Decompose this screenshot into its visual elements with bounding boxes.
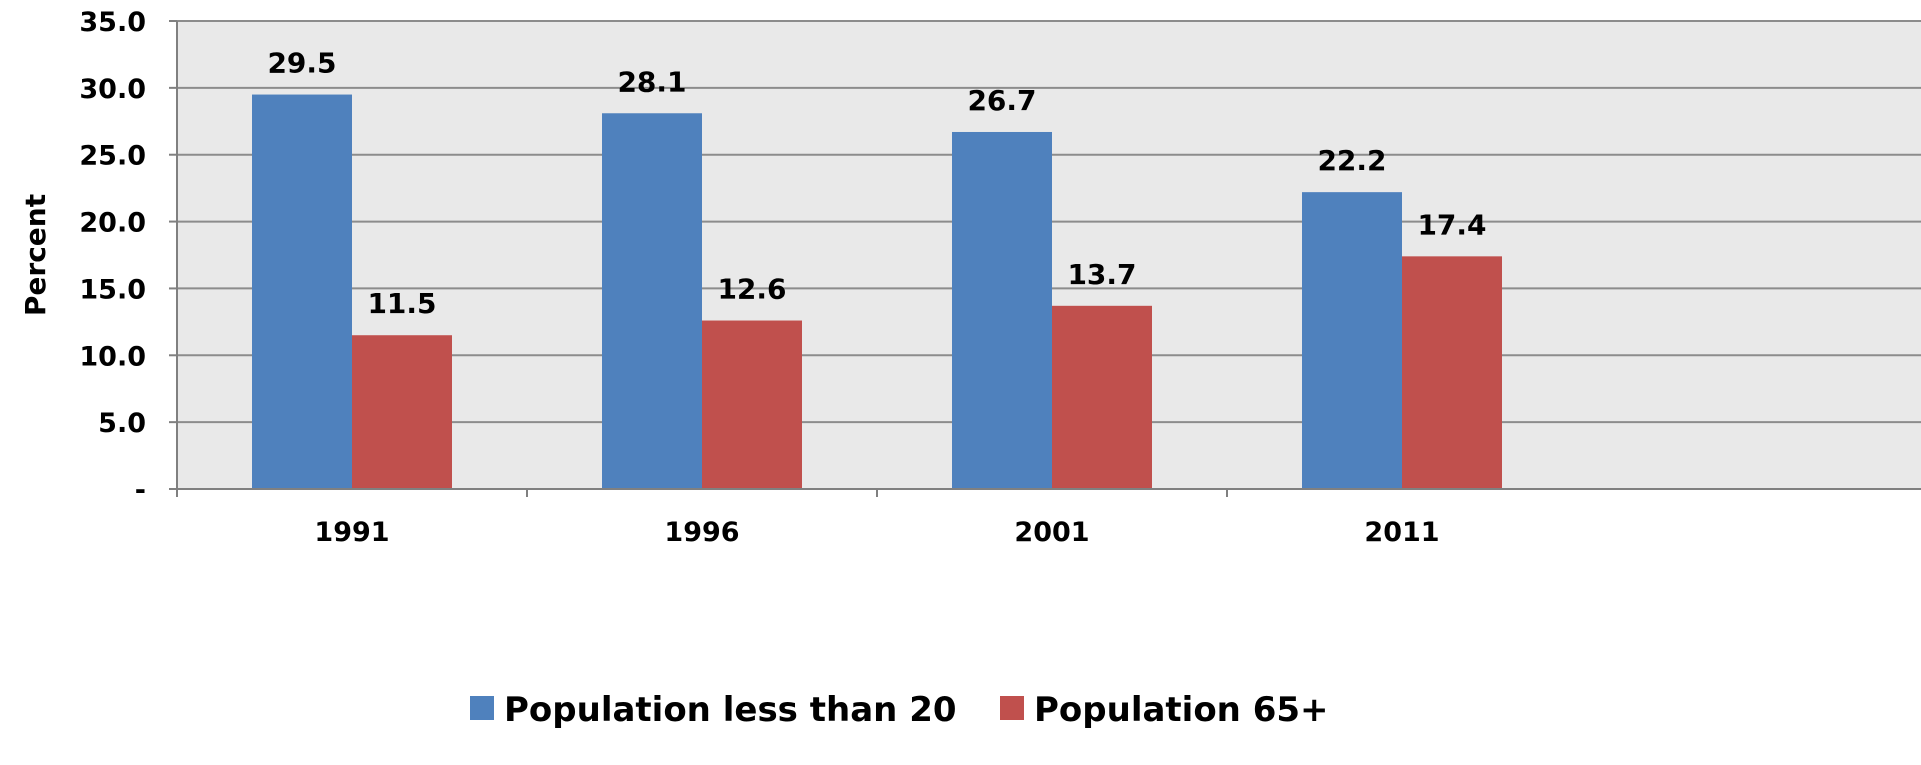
bars bbox=[252, 94, 1502, 490]
x-tick-label: 1996 bbox=[664, 517, 739, 548]
y-tick-label: 10.0 bbox=[79, 341, 146, 372]
bar-65plus-1991 bbox=[352, 335, 452, 489]
legend-item-under20: Population less than 20 bbox=[470, 690, 957, 730]
y-tick-label: 30.0 bbox=[79, 74, 146, 105]
x-tick-labels: 1991 1996 2001 2011 bbox=[314, 517, 1439, 548]
x-tick-label: 2001 bbox=[1014, 517, 1089, 548]
y-tick-label: 25.0 bbox=[79, 141, 146, 172]
bar-65plus-2011 bbox=[1402, 256, 1502, 489]
y-tick-label: 35.0 bbox=[79, 7, 146, 38]
y-tick-label: 5.0 bbox=[98, 408, 146, 439]
bar-65plus-1996 bbox=[702, 320, 802, 489]
data-label: 13.7 bbox=[1067, 258, 1136, 291]
x-tick-label: 2011 bbox=[1364, 517, 1439, 548]
legend-label: Population 65+ bbox=[1034, 690, 1329, 730]
data-label: 11.5 bbox=[367, 287, 436, 320]
data-label: 12.6 bbox=[717, 273, 786, 306]
y-tick-label: 20.0 bbox=[79, 208, 146, 239]
data-label: 22.2 bbox=[1317, 144, 1386, 177]
legend-swatch bbox=[1000, 696, 1024, 720]
legend-label: Population less than 20 bbox=[504, 690, 957, 730]
y-tick-label: - bbox=[135, 475, 146, 506]
data-label: 29.5 bbox=[267, 47, 336, 80]
data-label: 26.7 bbox=[967, 84, 1036, 117]
bar-under20-1996 bbox=[602, 113, 702, 490]
y-axis-title: Percent bbox=[19, 194, 52, 316]
data-label: 17.4 bbox=[1417, 208, 1486, 241]
bar-under20-1991 bbox=[252, 94, 352, 490]
bar-65plus-2001 bbox=[1052, 305, 1152, 489]
data-labels: 29.5 11.5 28.1 12.6 26.7 13.7 22.2 17.4 bbox=[267, 47, 1486, 321]
bar-under20-2001 bbox=[952, 131, 1052, 490]
x-tick-label: 1991 bbox=[314, 517, 389, 548]
legend: Population less than 20 Population 65+ bbox=[470, 690, 1329, 730]
data-label: 28.1 bbox=[617, 65, 686, 98]
legend-swatch bbox=[470, 696, 494, 720]
y-tick-labels: - 5.0 10.0 15.0 20.0 25.0 30.0 35.0 bbox=[79, 7, 146, 506]
axes bbox=[169, 20, 1921, 497]
legend-item-65plus: Population 65+ bbox=[1000, 690, 1329, 730]
y-tick-label: 15.0 bbox=[79, 274, 146, 305]
bar-under20-2011 bbox=[1302, 192, 1402, 489]
